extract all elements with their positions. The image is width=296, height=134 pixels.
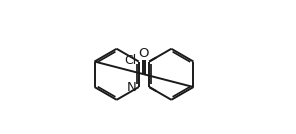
Text: Cl: Cl	[124, 54, 136, 67]
Text: N: N	[127, 81, 137, 94]
Text: O: O	[139, 47, 149, 60]
